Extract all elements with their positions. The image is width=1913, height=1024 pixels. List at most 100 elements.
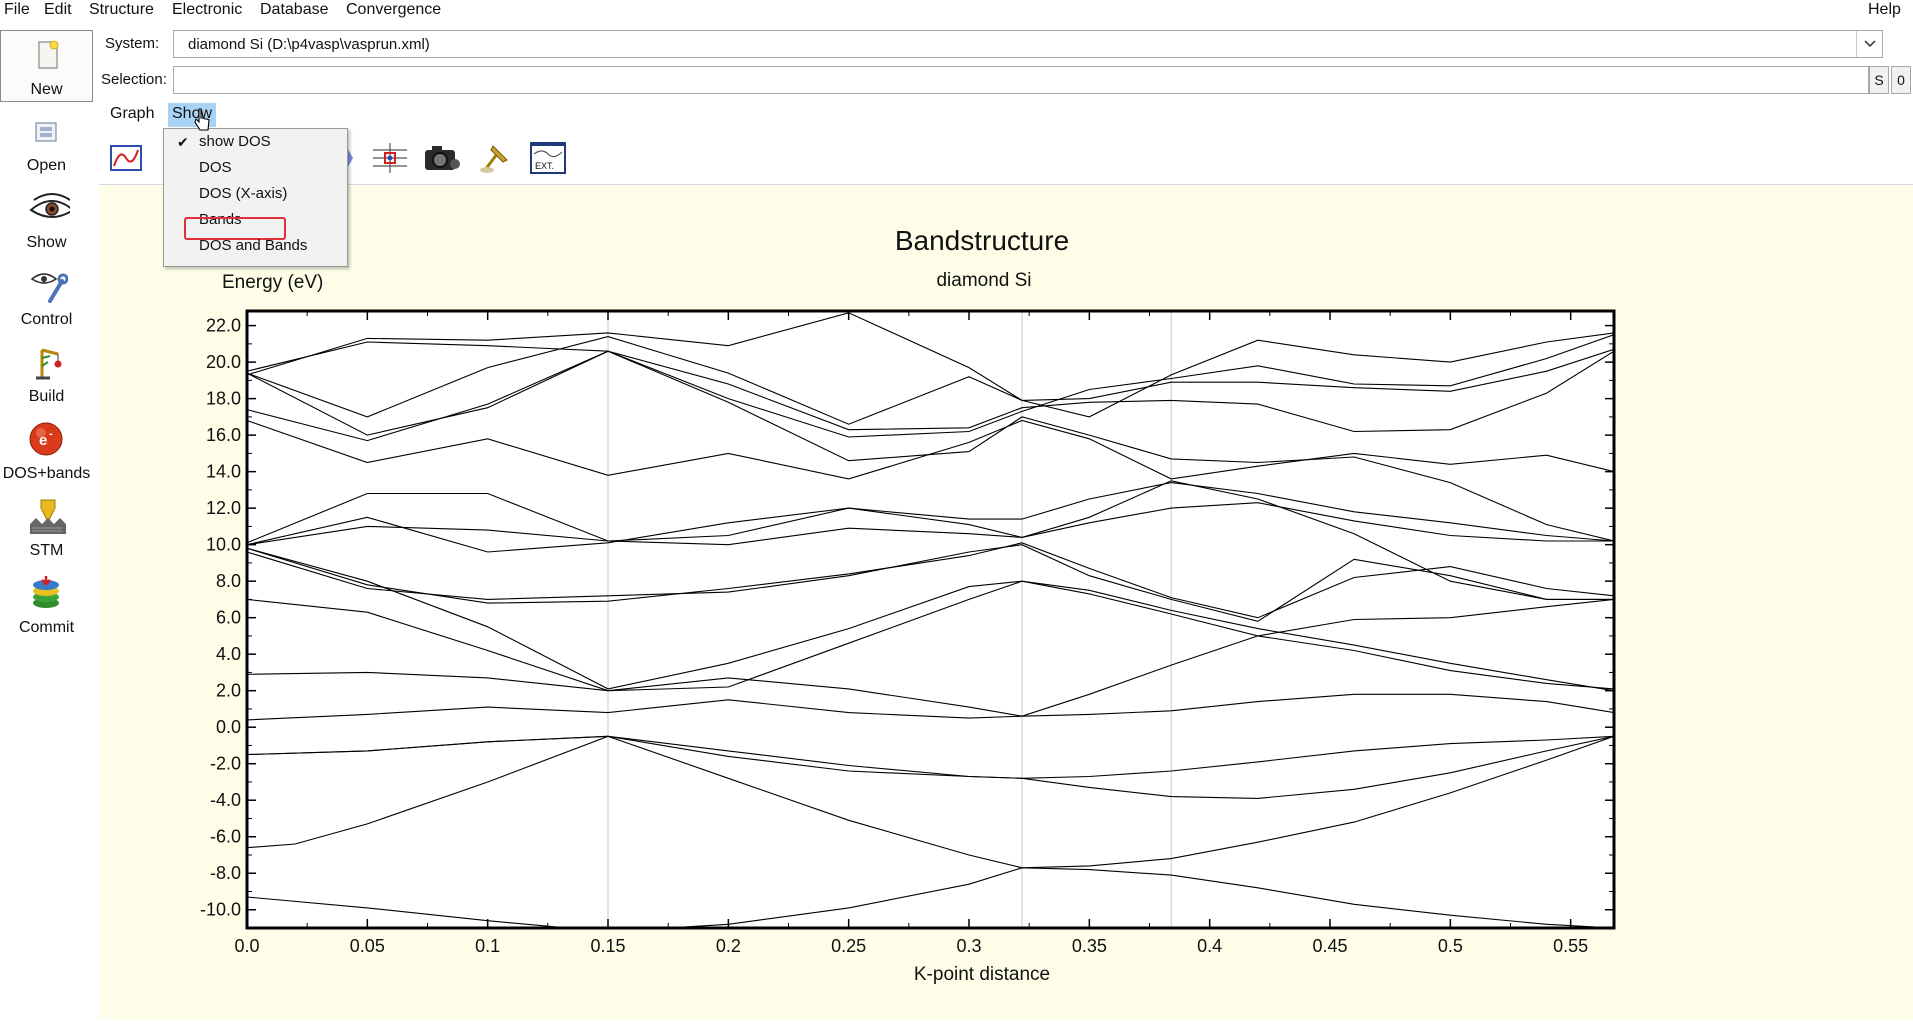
y-axis-label: Energy (eV) <box>222 272 323 293</box>
band-line <box>247 735 1614 779</box>
menu-electronic[interactable]: Electronic <box>172 1 243 18</box>
graph-icon[interactable] <box>108 140 148 176</box>
band-line <box>247 350 1614 542</box>
plot-background <box>247 311 1614 928</box>
y-tick-label: -8.0 <box>210 863 241 883</box>
menu-item-dos-and-bands[interactable]: DOS and Bands <box>164 233 347 259</box>
selection-label: Selection: <box>101 71 167 88</box>
menu-database[interactable]: Database <box>260 1 329 18</box>
menu-item-dos[interactable]: DOS <box>164 155 347 181</box>
chart-subtitle: diamond Si <box>936 270 1031 291</box>
x-tick-label: 0.15 <box>590 936 625 956</box>
stm-label: STM <box>29 542 64 559</box>
commit-label: Commit <box>18 619 75 636</box>
y-tick-label: 22.0 <box>206 316 241 336</box>
x-tick-label: 0.05 <box>350 936 385 956</box>
stm-button[interactable]: STM <box>0 492 93 564</box>
dos-bands-button[interactable]: e - DOS+bands <box>0 415 93 487</box>
eye-icon <box>29 193 70 218</box>
open-label: Open <box>26 157 67 174</box>
bandstructure-chart: Bandstructure diamond Si Energy (eV) K-p… <box>200 225 1616 985</box>
menu-convergence[interactable]: Convergence <box>346 1 442 18</box>
toolbar-divider <box>99 184 1913 185</box>
control-label: Control <box>20 311 73 328</box>
y-tick-label: -10.0 <box>200 900 241 920</box>
control-button[interactable]: Control <box>0 261 93 333</box>
open-button[interactable]: Open <box>0 107 93 179</box>
selection-s-button[interactable]: S <box>1869 66 1889 94</box>
dos-bands-label: DOS+bands <box>2 465 91 482</box>
menu-item-dos-x-axis[interactable]: DOS (X-axis) <box>164 181 347 207</box>
stm-icon <box>30 499 66 534</box>
x-tick-label: 0.5 <box>1438 936 1463 956</box>
menu-item-show-dos[interactable]: ✔ show DOS <box>164 129 347 155</box>
y-tick-label: 4.0 <box>216 644 241 664</box>
camera-icon[interactable] <box>422 140 462 176</box>
band-line <box>247 544 1614 622</box>
menu-bar: File Edit Structure Electronic Database … <box>0 0 1913 22</box>
left-toolbar: New Open Show Control <box>0 27 96 1019</box>
selection-0-button[interactable]: 0 <box>1891 66 1911 94</box>
band-line <box>247 419 1614 480</box>
menu-structure[interactable]: Structure <box>89 1 154 18</box>
x-tick-label: 0.3 <box>956 936 981 956</box>
selection-input[interactable] <box>173 66 1869 94</box>
x-tick-label: 0.1 <box>475 936 500 956</box>
band-line <box>247 336 1614 425</box>
band-line <box>247 482 1614 544</box>
system-label: System: <box>105 35 160 52</box>
chevron-down-icon[interactable] <box>1856 31 1882 57</box>
bands-highlight-box <box>184 217 286 240</box>
show-button[interactable]: Show <box>0 184 93 256</box>
y-tick-label: 8.0 <box>216 571 241 591</box>
build-crane-icon <box>36 348 62 380</box>
band-line <box>247 334 1614 438</box>
checkmark-icon: ✔ <box>177 134 189 150</box>
new-label: New <box>30 81 63 98</box>
y-tick-label: 2.0 <box>216 681 241 701</box>
ext-icon[interactable]: EXT. <box>528 140 568 176</box>
pin-icon[interactable] <box>475 140 515 176</box>
show-dropdown-menu: ✔ show DOS DOS DOS (X-axis) Bands DOS an… <box>163 128 348 267</box>
x-tick-label: 0.45 <box>1312 936 1347 956</box>
menu-file[interactable]: File <box>4 1 30 18</box>
fit-icon[interactable] <box>370 140 410 176</box>
plot-area: Bandstructure diamond Si Energy (eV) K-p… <box>99 186 1913 1019</box>
menu-item-dos-label: DOS <box>199 159 232 176</box>
chart-title: Bandstructure <box>895 225 1069 256</box>
svg-text:e: e <box>39 432 47 449</box>
y-tick-label: 14.0 <box>206 462 241 482</box>
svg-text:-: - <box>49 428 53 440</box>
plot-frame <box>245 309 1616 930</box>
menu-item-bands-label: Bands <box>199 211 242 228</box>
y-tick-label: 20.0 <box>206 352 241 372</box>
y-tick-label: 6.0 <box>216 608 241 628</box>
show-label: Show <box>26 234 67 251</box>
electron-icon: e - <box>29 422 63 456</box>
menu-item-bands[interactable]: Bands <box>164 207 347 233</box>
band-line <box>247 547 1614 690</box>
band-line <box>247 598 1614 717</box>
commit-button[interactable]: Commit <box>0 569 93 641</box>
menu-edit[interactable]: Edit <box>44 1 72 18</box>
build-button[interactable]: Build <box>0 338 93 410</box>
x-tick-label: 0.0 <box>234 936 259 956</box>
system-value: diamond Si (D:\p4vasp\vasprun.xml) <box>188 36 430 53</box>
new-document-icon <box>38 40 59 69</box>
new-button[interactable]: New <box>0 30 93 102</box>
y-tick-label: 0.0 <box>216 717 241 737</box>
x-axis-label: K-point distance <box>914 964 1050 985</box>
band-line <box>247 350 1614 436</box>
commit-icon <box>33 576 59 608</box>
build-label: Build <box>28 388 65 405</box>
y-tick-label: 18.0 <box>206 389 241 409</box>
y-tick-label: -2.0 <box>210 754 241 774</box>
system-combobox[interactable]: diamond Si (D:\p4vasp\vasprun.xml) <box>173 30 1883 58</box>
menu-item-show-dos-label: show DOS <box>199 133 271 150</box>
x-tick-label: 0.55 <box>1553 936 1588 956</box>
x-tick-label: 0.35 <box>1072 936 1107 956</box>
mouse-cursor-icon <box>194 108 210 131</box>
tab-graph[interactable]: Graph <box>110 105 155 122</box>
menu-help[interactable]: Help <box>1868 1 1901 18</box>
menu-item-dos-and-bands-label: DOS and Bands <box>199 237 308 254</box>
